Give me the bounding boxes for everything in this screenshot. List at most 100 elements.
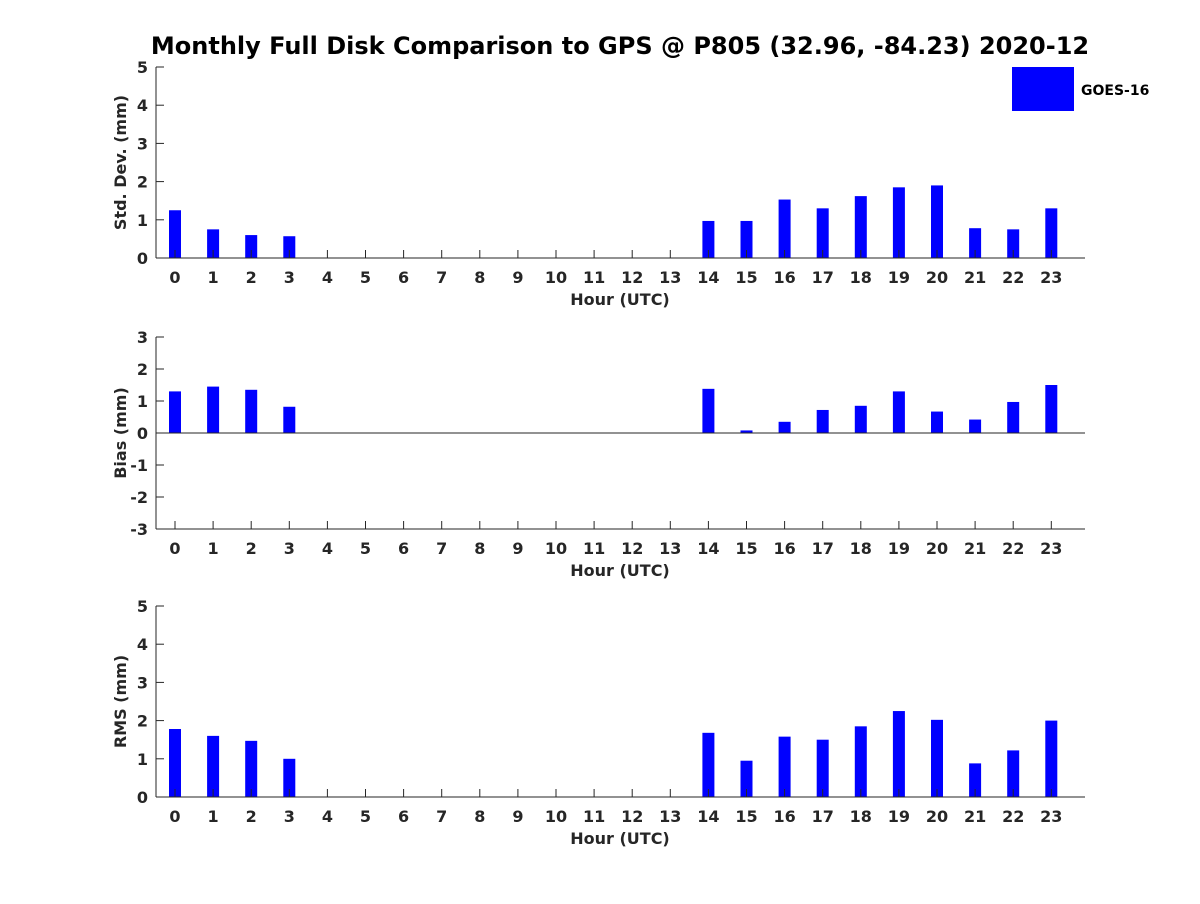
x-tick-label: 19: [888, 539, 910, 558]
x-tick-label: 1: [208, 807, 219, 826]
x-tick-label: 5: [360, 807, 371, 826]
legend: GOES-16: [1012, 67, 1149, 111]
y-tick-label: -1: [130, 456, 148, 475]
x-tick-label: 8: [474, 807, 485, 826]
bar: [816, 739, 829, 797]
x-tick-label: 22: [1002, 807, 1024, 826]
y-axis-label: Std. Dev. (mm): [111, 95, 130, 230]
x-tick-label: 16: [773, 268, 795, 287]
x-tick-label: 14: [697, 268, 719, 287]
x-tick-label: 7: [436, 539, 447, 558]
x-tick-label: 17: [812, 539, 834, 558]
x-tick-label: 23: [1040, 268, 1062, 287]
x-tick-label: 1: [208, 539, 219, 558]
x-tick-label: 3: [284, 539, 295, 558]
x-tick-label: 8: [474, 539, 485, 558]
bar: [1045, 385, 1058, 433]
y-tick-label: 2: [137, 173, 148, 192]
x-tick-label: 9: [512, 539, 523, 558]
y-tick-label: 0: [137, 788, 148, 807]
bar: [207, 229, 220, 258]
bar: [740, 220, 753, 258]
x-tick-label: 3: [284, 268, 295, 287]
x-tick-label: 5: [360, 539, 371, 558]
x-tick-label: 8: [474, 268, 485, 287]
x-tick-label: 4: [322, 807, 333, 826]
x-tick-label: 3: [284, 807, 295, 826]
x-tick-label: 20: [926, 807, 948, 826]
bar: [740, 430, 753, 433]
x-tick-label: 11: [583, 807, 605, 826]
bar: [969, 419, 982, 433]
x-tick-label: 2: [246, 807, 257, 826]
bar: [245, 389, 258, 433]
y-tick-label: 5: [137, 58, 148, 77]
bar: [931, 185, 943, 258]
x-tick-label: 17: [812, 807, 834, 826]
x-tick-label: 22: [1002, 539, 1024, 558]
bar: [778, 736, 791, 797]
x-tick-label: 10: [545, 268, 567, 287]
x-tick-label: 22: [1002, 268, 1024, 287]
y-tick-label: 0: [137, 249, 148, 268]
x-tick-label: 20: [926, 268, 948, 287]
x-tick-label: 19: [888, 268, 910, 287]
x-tick-label: 11: [583, 268, 605, 287]
x-tick-label: 6: [398, 268, 409, 287]
x-tick-label: 5: [360, 268, 371, 287]
bar: [1007, 401, 1020, 433]
x-tick-label: 4: [322, 539, 333, 558]
x-tick-label: 21: [964, 807, 986, 826]
x-tick-label: 16: [773, 539, 795, 558]
y-tick-label: 1: [137, 392, 148, 411]
x-tick-label: 12: [621, 539, 643, 558]
x-tick-label: 18: [850, 268, 872, 287]
y-axis-label: Bias (mm): [111, 387, 130, 479]
x-tick-label: 12: [621, 268, 643, 287]
x-tick-label: 21: [964, 268, 986, 287]
bar: [169, 729, 181, 797]
bar: [1045, 720, 1058, 797]
x-tick-label: 14: [697, 807, 719, 826]
bar: [969, 228, 982, 258]
x-tick-label: 14: [697, 539, 719, 558]
x-tick-label: 13: [659, 539, 681, 558]
y-tick-label: 3: [137, 134, 148, 153]
bar: [778, 421, 791, 433]
bar: [816, 409, 829, 433]
x-tick-label: 7: [436, 807, 447, 826]
x-tick-label: 9: [512, 268, 523, 287]
y-tick-label: 3: [137, 673, 148, 692]
bar: [931, 719, 943, 797]
y-tick-label: 1: [137, 750, 148, 769]
x-tick-label: 13: [659, 268, 681, 287]
x-tick-label: 18: [850, 807, 872, 826]
bar: [283, 758, 296, 797]
y-tick-label: 2: [137, 712, 148, 731]
x-tick-label: 12: [621, 807, 643, 826]
x-tick-label: 17: [812, 268, 834, 287]
x-tick-label: 7: [436, 268, 447, 287]
x-tick-label: 23: [1040, 807, 1062, 826]
bar: [169, 210, 181, 258]
bar: [207, 735, 220, 797]
bar: [854, 405, 867, 433]
x-tick-label: 15: [735, 539, 757, 558]
bar: [245, 740, 258, 797]
bar: [892, 391, 905, 433]
bar: [283, 236, 296, 258]
y-tick-label: 1: [137, 211, 148, 230]
bar: [207, 386, 220, 433]
x-tick-label: 11: [583, 539, 605, 558]
x-axis-label: Hour (UTC): [570, 829, 670, 848]
x-tick-label: 6: [398, 807, 409, 826]
y-tick-label: 2: [137, 360, 148, 379]
y-tick-label: -2: [130, 488, 148, 507]
x-tick-label: 6: [398, 539, 409, 558]
legend-label: GOES-16: [1081, 83, 1149, 99]
bar: [931, 411, 943, 433]
y-axis-label: RMS (mm): [111, 655, 130, 748]
x-tick-label: 10: [545, 539, 567, 558]
bar: [283, 406, 296, 433]
bar: [245, 235, 258, 258]
